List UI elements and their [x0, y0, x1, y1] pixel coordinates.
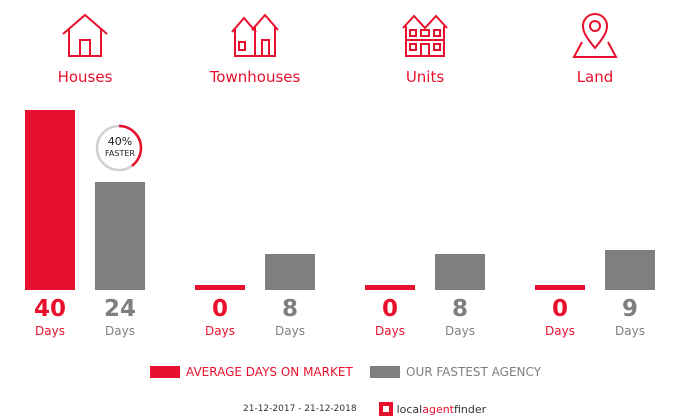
value-label: 9	[621, 296, 638, 322]
value-label: 0	[211, 296, 228, 322]
legend-item-fastest: OUR FASTEST AGENCY	[370, 365, 541, 379]
logo-text-agent: agent	[422, 402, 454, 416]
legend-swatch-red	[150, 366, 180, 378]
legend-label: AVERAGE DAYS ON MARKET	[186, 365, 353, 379]
category-label: Units	[405, 68, 445, 86]
value-label: 0	[551, 296, 568, 322]
category-label: Houses	[57, 68, 113, 86]
bar-units-fastest	[435, 254, 485, 290]
legend-label: OUR FASTEST AGENCY	[406, 365, 542, 379]
faster-percent: 40%	[107, 135, 133, 148]
legend-item-average: AVERAGE DAYS ON MARKET	[150, 365, 353, 379]
value-label: 24	[103, 296, 136, 322]
bar-townhouses-fastest	[265, 254, 315, 290]
logo-text-finder: finder	[454, 402, 487, 416]
value-label: 0	[381, 296, 398, 322]
faster-badge-text: 40% FASTER	[95, 136, 145, 160]
logo-icon	[378, 402, 393, 416]
logo: local agent finder	[378, 402, 487, 416]
days-label: Days	[615, 324, 645, 338]
units-icon	[402, 14, 448, 57]
footer: 21-12-2017 - 21-12-2018 local agent finder	[243, 402, 486, 416]
days-label: Days	[445, 324, 475, 338]
townhouse-icon	[231, 13, 279, 57]
bar-land-fastest	[605, 249, 655, 290]
days-label: Days	[375, 324, 405, 338]
bar-houses-fastest	[95, 182, 145, 290]
category-townhouses: Townhouses	[170, 10, 340, 86]
category-label: Townhouses	[209, 68, 301, 86]
days-label: Days	[205, 324, 235, 338]
category-label: Land	[576, 68, 614, 86]
bar-land-average	[535, 285, 585, 290]
value-label: 8	[451, 296, 468, 322]
days-label: Days	[105, 324, 135, 338]
bar-units-average	[365, 285, 415, 290]
days-label: Days	[35, 324, 65, 338]
bar-houses-average	[25, 110, 75, 290]
days-label: Days	[545, 324, 575, 338]
legend-swatch-grey	[370, 366, 400, 378]
category-units: Units	[340, 10, 510, 86]
logo-text-local: local	[396, 402, 423, 416]
value-label: 8	[281, 296, 298, 322]
land-pin-icon	[572, 13, 618, 58]
faster-label: FASTER	[105, 149, 135, 158]
value-label: 40	[33, 296, 66, 322]
house-icon	[62, 13, 108, 57]
bar-townhouses-average	[195, 285, 245, 290]
days-label: Days	[275, 324, 305, 338]
category-houses: Houses	[0, 10, 170, 86]
date-range: 21-12-2017 - 21-12-2018	[243, 404, 357, 414]
category-land: Land	[510, 10, 680, 86]
faster-badge-ring	[95, 124, 143, 172]
